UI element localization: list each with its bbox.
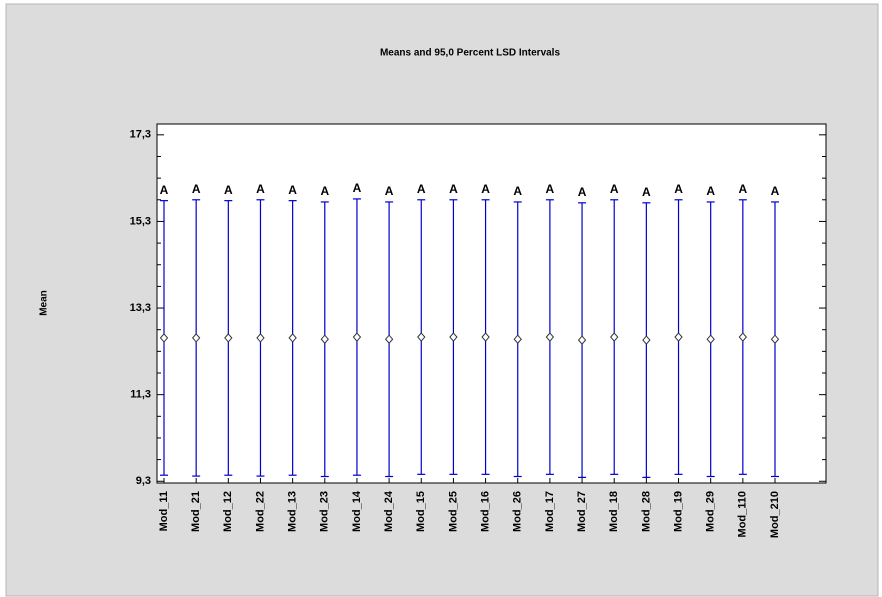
mean-marker xyxy=(320,334,329,344)
mean-marker xyxy=(513,334,522,344)
group-label: A xyxy=(481,182,490,196)
mean-marker xyxy=(449,332,458,342)
y-tick-label: 11,3 xyxy=(130,389,151,401)
x-tick-label: Mod_110 xyxy=(737,491,749,537)
chart-title: Means and 95,0 Percent LSD Intervals xyxy=(380,48,561,59)
mean-marker xyxy=(642,335,651,345)
mean-marker xyxy=(610,332,619,342)
group-label: A xyxy=(578,185,587,199)
x-tick-label: Mod_13 xyxy=(287,491,299,532)
group-label: A xyxy=(642,185,651,199)
plot-area xyxy=(156,123,827,484)
y-axis-label: Mean xyxy=(39,290,50,316)
group-label: A xyxy=(674,182,683,196)
group-label: A xyxy=(513,184,522,198)
x-tick-label: Mod_19 xyxy=(672,491,684,532)
group-label: A xyxy=(610,182,619,196)
group-label: A xyxy=(417,182,426,196)
group-label: A xyxy=(449,182,458,196)
x-tick-label: Mod_27 xyxy=(576,491,588,532)
mean-marker xyxy=(159,333,169,343)
x-tick-label: Mod_24 xyxy=(383,490,395,532)
group-label: A xyxy=(320,184,329,198)
x-tick-label: Mod_26 xyxy=(512,491,524,532)
x-tick-label: Mod_16 xyxy=(479,491,491,532)
group-label: A xyxy=(706,184,715,198)
mean-marker xyxy=(224,333,233,343)
x-tick-label: Mod_22 xyxy=(254,491,266,532)
mean-marker xyxy=(288,333,297,343)
mean-marker xyxy=(706,334,715,344)
mean-marker xyxy=(384,334,394,344)
mean-marker xyxy=(738,332,748,342)
mean-marker xyxy=(545,332,555,342)
group-label: A xyxy=(771,184,780,198)
mean-marker xyxy=(256,333,265,343)
x-tick-label: Mod_12 xyxy=(222,491,234,532)
group-label: A xyxy=(192,182,201,196)
x-tick-label: Mod_28 xyxy=(640,491,652,532)
group-label: A xyxy=(224,183,233,197)
mean-marker xyxy=(352,332,362,342)
group-label: A xyxy=(288,183,297,197)
mean-marker xyxy=(770,334,780,344)
x-tick-label: Mod_210 xyxy=(769,491,781,538)
mean-marker xyxy=(191,333,201,343)
x-tick-label: Mod_14 xyxy=(351,490,363,532)
group-label: A xyxy=(385,184,394,198)
group-label: A xyxy=(256,182,265,196)
x-tick-label: Mod_11 xyxy=(158,491,170,531)
mean-marker xyxy=(481,332,490,342)
group-label: A xyxy=(160,183,169,197)
group-label: A xyxy=(353,181,362,195)
y-tick-label: 9,3 xyxy=(136,475,151,487)
group-label: A xyxy=(546,182,555,196)
group-label: A xyxy=(739,182,748,196)
x-tick-label: Mod_25 xyxy=(447,491,459,532)
y-tick-label: 17,3 xyxy=(130,129,151,141)
mean-marker xyxy=(577,335,587,345)
x-tick-label: Mod_17 xyxy=(544,491,556,532)
mean-marker xyxy=(674,332,683,342)
y-tick-label: 13,3 xyxy=(130,302,151,314)
x-tick-label: Mod_18 xyxy=(608,491,620,532)
x-tick-label: Mod_29 xyxy=(705,491,717,532)
x-tick-label: Mod_21 xyxy=(190,491,202,532)
y-tick-label: 15,3 xyxy=(130,215,151,227)
mean-marker xyxy=(417,332,426,342)
x-tick-label: Mod_15 xyxy=(415,491,427,532)
x-tick-label: Mod_23 xyxy=(319,491,331,532)
